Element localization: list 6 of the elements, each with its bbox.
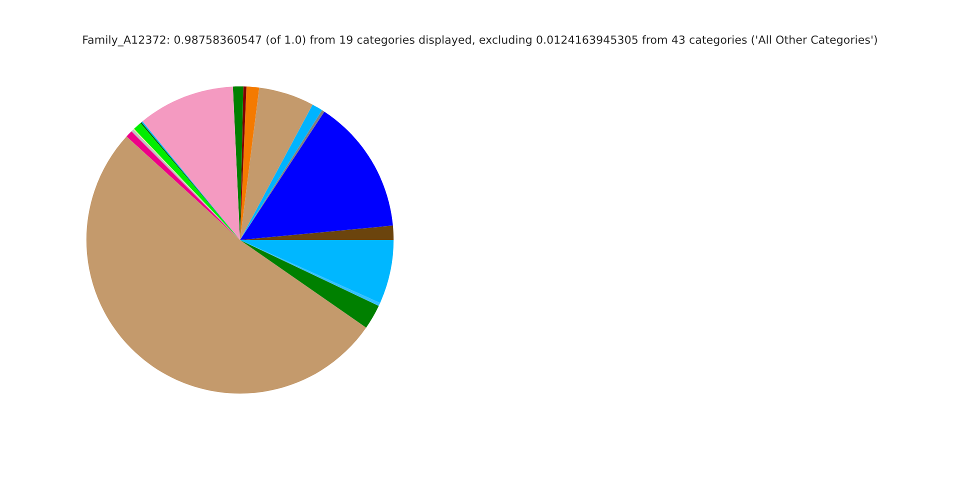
pie-slice: [240, 240, 379, 328]
pie-slice: [142, 86, 240, 240]
pie-slice: [240, 86, 260, 240]
pie-slice: [240, 226, 394, 240]
text: Family_A12372: 0.98758360547 (of 1.0) from 19 categories displayed, excluding 0.0124163945305 from 43 categories ('All Other Categories'): [83, 35, 877, 46]
pie-slice: [240, 112, 393, 240]
